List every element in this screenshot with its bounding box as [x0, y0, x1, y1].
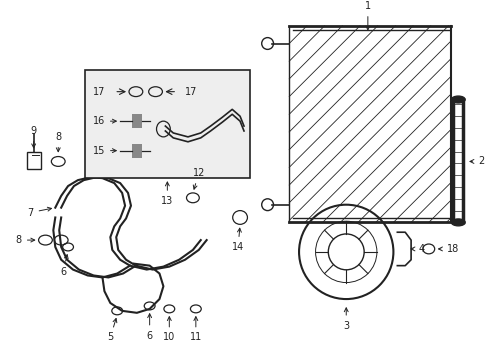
Text: 10: 10: [163, 317, 175, 342]
Text: 16: 16: [92, 116, 116, 126]
Bar: [132, 114, 142, 128]
Text: 17: 17: [92, 87, 105, 97]
Text: 7: 7: [27, 207, 51, 217]
Text: 5: 5: [107, 319, 117, 342]
Text: 11: 11: [189, 317, 202, 342]
Text: 6: 6: [60, 255, 68, 276]
Text: 8: 8: [55, 132, 61, 152]
Bar: [132, 144, 142, 158]
Text: 1: 1: [364, 1, 370, 30]
Text: 2: 2: [469, 157, 483, 166]
Text: 4: 4: [410, 244, 424, 254]
Ellipse shape: [450, 219, 464, 226]
Text: 15: 15: [92, 146, 116, 156]
Text: 9: 9: [31, 126, 37, 148]
Text: 3: 3: [343, 308, 348, 331]
Bar: [27, 152, 41, 169]
Text: 17: 17: [184, 87, 197, 97]
Text: 18: 18: [438, 244, 458, 254]
Text: 12: 12: [192, 168, 204, 189]
Text: 13: 13: [161, 182, 173, 206]
Bar: [84, 70, 249, 178]
Ellipse shape: [450, 96, 464, 103]
Text: 8: 8: [16, 235, 35, 245]
Text: 14: 14: [231, 228, 244, 252]
Text: 6: 6: [146, 314, 152, 341]
